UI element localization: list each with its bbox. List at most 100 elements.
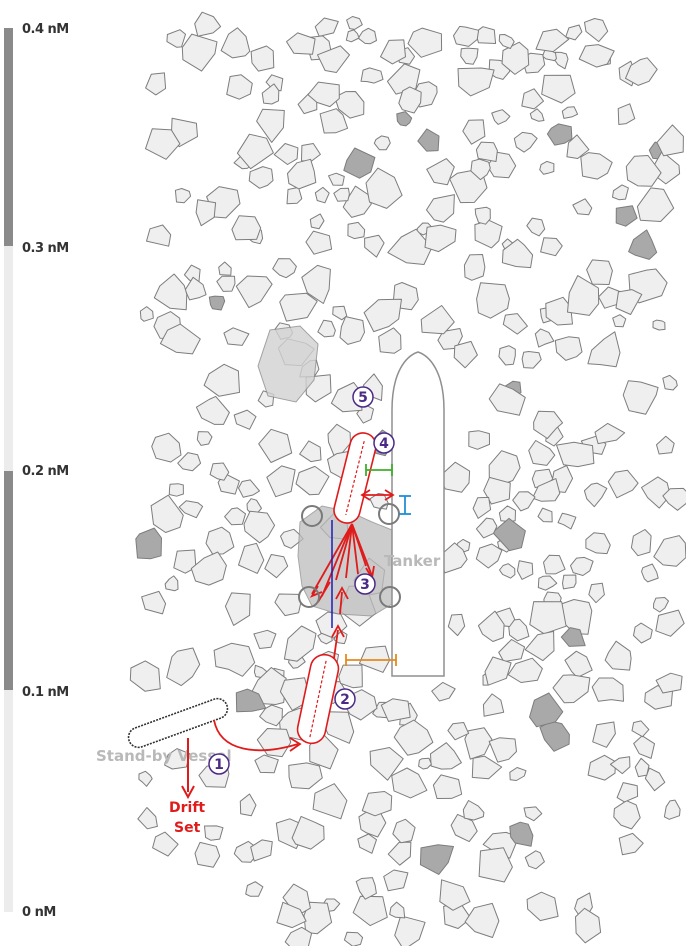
ice-floe — [380, 39, 406, 65]
ice-floe — [636, 187, 675, 222]
ice-floe — [521, 88, 544, 110]
ice-floe — [301, 264, 331, 304]
ice-floe — [634, 757, 650, 778]
ice-floe — [283, 625, 317, 662]
ice-floe — [383, 869, 409, 892]
scale-label-3: 0.2 nM — [22, 464, 69, 479]
standby-vessel-hull — [127, 697, 229, 749]
ice-floe — [546, 123, 573, 146]
ice-floe — [196, 431, 213, 446]
ice-floe — [178, 500, 204, 519]
ice-floe — [586, 259, 613, 285]
ice-floe — [499, 563, 516, 579]
ice-floe — [327, 423, 351, 456]
ice-floe — [556, 441, 595, 468]
ice-floe — [226, 74, 253, 100]
icebreaker-position-2 — [296, 653, 340, 745]
ice-floe — [652, 319, 666, 331]
ice-floe — [462, 800, 485, 821]
ice-floe — [145, 72, 167, 96]
ice-floe — [317, 319, 336, 338]
ice-floe — [502, 313, 528, 335]
ice-floe — [417, 128, 440, 152]
ice-floe — [355, 877, 377, 900]
ice-floe — [539, 720, 570, 752]
ice-floe — [653, 535, 686, 567]
ice-floe — [299, 440, 322, 463]
ice-floe — [334, 91, 365, 119]
clearance-measures — [345, 464, 411, 666]
ice-floe — [509, 767, 527, 781]
ice-floe — [580, 152, 613, 180]
ice-floe — [468, 430, 490, 450]
ice-floe — [177, 452, 202, 472]
ice-floe — [280, 528, 304, 549]
ice-floe — [618, 832, 644, 856]
ice-floe — [378, 327, 402, 354]
ice-floe — [181, 33, 218, 72]
ice-floe — [333, 187, 350, 202]
ice-floe — [235, 688, 267, 713]
ice-floe — [613, 800, 641, 830]
ice-floe — [470, 158, 491, 181]
ice-floe — [641, 563, 659, 583]
ice-floe — [457, 67, 495, 97]
ice-floe — [552, 674, 591, 704]
ice-floe — [398, 86, 422, 114]
ice-floe — [343, 931, 364, 947]
ice-floe — [656, 124, 684, 157]
ice-floe — [507, 657, 543, 683]
ice-floe — [151, 432, 182, 463]
ice-floe — [380, 698, 411, 722]
ice-floe — [534, 328, 555, 348]
ice-floe — [360, 67, 384, 84]
ice-floe — [342, 185, 372, 218]
ice-floe — [346, 16, 363, 30]
ice-floe — [474, 26, 497, 44]
ice-floe — [195, 199, 217, 227]
ice-floe — [625, 57, 658, 86]
ice-floe — [474, 206, 491, 225]
ice-floe — [309, 213, 325, 230]
ice-floe — [224, 507, 246, 526]
tanker: Tanker — [384, 351, 445, 677]
ice-floe — [314, 17, 339, 37]
ice-floe — [615, 205, 638, 227]
ice-floe — [312, 783, 348, 820]
ice-floe — [542, 49, 557, 62]
ice-floe — [358, 808, 387, 838]
ice-floe — [213, 642, 256, 677]
ice-floe — [426, 194, 455, 223]
ice-floe — [633, 622, 653, 644]
ice-floe — [279, 292, 318, 322]
ice-floe-field — [129, 11, 686, 951]
icebreaker-position-4 — [333, 432, 377, 524]
ice-floe — [478, 847, 513, 883]
ice-floe — [250, 45, 275, 72]
ice-floe — [274, 593, 302, 617]
ice-floe — [492, 517, 526, 552]
ice-floe — [545, 296, 573, 326]
ice-floe — [447, 722, 470, 741]
ice-floe — [554, 51, 569, 70]
ice-floe — [498, 505, 516, 522]
ice-floe — [152, 831, 179, 857]
maneuver-arrow-1 — [213, 719, 299, 752]
ice-floe — [139, 306, 154, 322]
ice-floe — [328, 172, 345, 186]
ice-floe — [430, 742, 462, 770]
ice-floe — [501, 238, 534, 269]
ice-floe — [562, 574, 577, 590]
ice-floe — [343, 147, 376, 179]
ice-floe — [195, 395, 230, 425]
ice-floe — [364, 234, 385, 258]
ice-floe — [220, 27, 251, 59]
ice-floe — [622, 380, 659, 415]
ice-floe — [273, 143, 299, 165]
ice-floe — [357, 833, 377, 854]
ice-floe — [224, 592, 251, 626]
ice-floe — [532, 478, 561, 502]
ice-floe — [419, 844, 454, 875]
ice-floe — [578, 44, 615, 68]
ice-floe — [615, 289, 643, 315]
